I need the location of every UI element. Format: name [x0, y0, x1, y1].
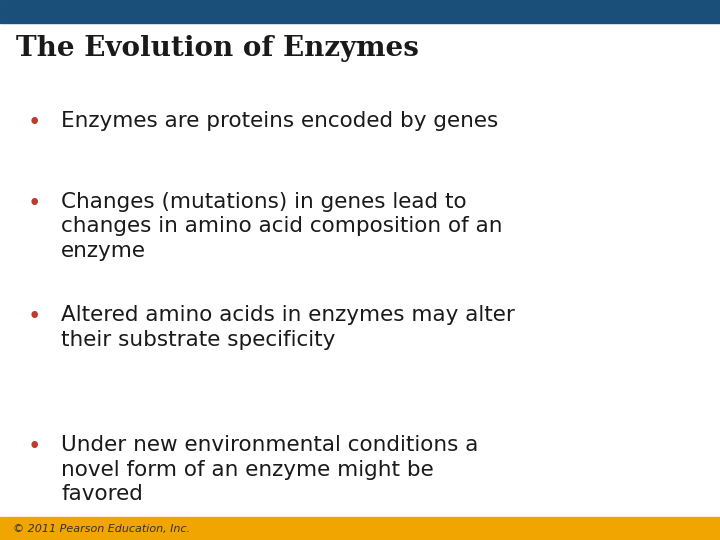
Text: •: • [27, 192, 41, 215]
Text: •: • [27, 111, 41, 134]
Text: Enzymes are proteins encoded by genes: Enzymes are proteins encoded by genes [61, 111, 498, 131]
Text: Altered amino acids in enzymes may alter
their substrate specificity: Altered amino acids in enzymes may alter… [61, 305, 515, 350]
Bar [0, 517, 720, 540]
Text: The Evolution of Enzymes: The Evolution of Enzymes [16, 35, 419, 62]
Text: © 2011 Pearson Education, Inc.: © 2011 Pearson Education, Inc. [13, 524, 190, 534]
Text: Changes (mutations) in genes lead to
changes in amino acid composition of an
enz: Changes (mutations) in genes lead to cha… [61, 192, 503, 261]
Text: •: • [27, 435, 41, 458]
Bar [0, 0, 720, 23]
Text: Under new environmental conditions a
novel form of an enzyme might be
favored: Under new environmental conditions a nov… [61, 435, 479, 504]
Text: •: • [27, 305, 41, 328]
